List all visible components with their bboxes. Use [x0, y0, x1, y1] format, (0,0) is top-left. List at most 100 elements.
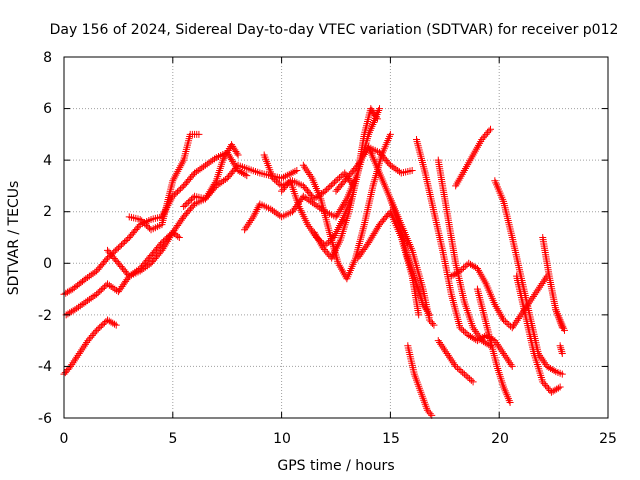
data-point — [93, 290, 101, 298]
data-point — [241, 171, 249, 179]
data-point — [186, 197, 194, 205]
data-point — [111, 285, 119, 293]
data-point — [388, 163, 396, 171]
data-point — [87, 271, 95, 279]
data-point — [543, 383, 551, 391]
data-point — [169, 192, 177, 200]
data-point — [100, 319, 108, 327]
data-point — [170, 191, 178, 199]
data-point — [486, 125, 494, 133]
data-point — [121, 238, 129, 246]
data-point — [80, 299, 88, 307]
series-track-5 — [125, 130, 203, 234]
data-point — [557, 344, 565, 352]
data-point — [142, 263, 150, 271]
data-point — [145, 261, 153, 269]
data-point — [390, 164, 398, 172]
data-point — [105, 281, 113, 289]
data-point — [370, 230, 378, 238]
data-point — [321, 187, 329, 195]
data-point — [467, 376, 475, 384]
data-point — [184, 198, 192, 206]
data-point — [172, 189, 180, 197]
data-point — [223, 148, 231, 156]
data-point — [272, 209, 280, 217]
x-tick-label: 10 — [273, 431, 291, 447]
data-point — [90, 330, 98, 338]
data-point — [500, 316, 508, 324]
data-point — [231, 161, 239, 169]
data-point — [456, 324, 464, 332]
data-point — [75, 303, 83, 311]
data-point — [209, 156, 217, 164]
data-point — [334, 209, 342, 217]
data-point — [484, 129, 492, 137]
data-point — [326, 183, 334, 191]
data-point — [119, 239, 127, 247]
data-point — [97, 286, 105, 294]
data-point — [464, 373, 472, 381]
data-point — [203, 160, 211, 168]
data-point — [102, 256, 110, 264]
data-point — [428, 319, 436, 327]
series-track-27 — [552, 306, 568, 334]
chart-title: Day 156 of 2024, Sidereal Day-to-day VTE… — [50, 22, 619, 38]
data-point — [91, 328, 99, 336]
x-tick-label: 15 — [382, 431, 400, 447]
data-point — [360, 150, 368, 158]
data-point — [220, 177, 228, 185]
data-point — [189, 171, 197, 179]
data-point — [424, 309, 432, 317]
data-point — [282, 182, 290, 190]
data-point — [371, 228, 379, 236]
data-point — [303, 195, 311, 203]
data-point — [540, 380, 548, 388]
data-point — [206, 188, 214, 196]
data-point — [229, 157, 237, 165]
data-point — [505, 321, 513, 329]
y-tick-label: -4 — [38, 359, 52, 375]
data-point — [159, 245, 167, 253]
data-point — [366, 237, 374, 245]
data-point — [330, 178, 338, 186]
data-point — [243, 172, 251, 180]
data-point — [278, 187, 286, 195]
data-point — [558, 370, 566, 378]
data-point — [173, 188, 181, 196]
data-point — [462, 372, 470, 380]
data-point — [329, 180, 337, 188]
data-point — [207, 186, 215, 194]
data-point — [312, 201, 320, 209]
data-point — [71, 306, 79, 314]
data-point — [210, 180, 218, 188]
data-point — [69, 307, 77, 315]
data-point — [423, 406, 431, 414]
data-point — [89, 270, 97, 278]
y-tick-label: -2 — [38, 308, 52, 324]
y-tick-label: 2 — [43, 204, 52, 220]
x-tick-label: 25 — [599, 431, 617, 447]
x-tick-label: 20 — [491, 431, 509, 447]
data-point — [305, 196, 313, 204]
data-point — [336, 206, 344, 214]
data-point — [337, 172, 345, 180]
data-point — [337, 204, 345, 212]
x-axis-label: GPS time / hours — [277, 458, 394, 474]
data-point — [204, 191, 212, 199]
series-track-28 — [556, 342, 566, 358]
data-point — [84, 297, 92, 305]
data-point — [194, 166, 202, 174]
data-point — [122, 236, 130, 244]
data-point — [274, 179, 282, 187]
data-point — [426, 311, 434, 319]
data-point — [332, 177, 340, 185]
data-point — [314, 203, 322, 211]
data-point — [460, 264, 468, 272]
data-point — [211, 179, 219, 187]
data-point — [135, 222, 143, 230]
y-tick-label: 4 — [43, 153, 52, 169]
data-point — [161, 241, 169, 249]
data-point — [327, 181, 335, 189]
data-point — [335, 174, 343, 182]
data-point — [93, 326, 101, 334]
